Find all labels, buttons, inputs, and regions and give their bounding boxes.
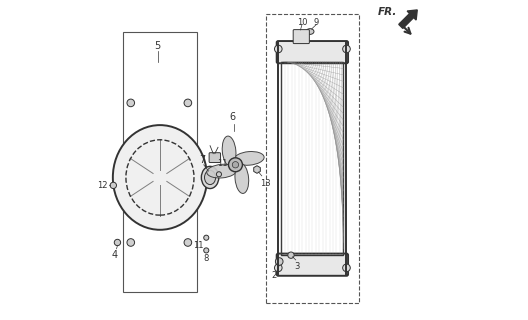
FancyBboxPatch shape — [293, 30, 309, 44]
Ellipse shape — [306, 29, 314, 34]
Circle shape — [343, 45, 350, 53]
Text: 11: 11 — [193, 241, 204, 250]
Ellipse shape — [113, 125, 207, 230]
Text: 11: 11 — [217, 159, 228, 168]
Circle shape — [232, 162, 239, 168]
Circle shape — [110, 182, 117, 188]
Text: 7: 7 — [199, 155, 205, 165]
Ellipse shape — [235, 164, 249, 193]
Circle shape — [275, 45, 282, 53]
Circle shape — [127, 239, 135, 246]
Ellipse shape — [222, 136, 236, 166]
Ellipse shape — [201, 166, 219, 188]
Text: 5: 5 — [155, 41, 161, 51]
Text: 2: 2 — [272, 271, 277, 280]
Text: 9: 9 — [314, 18, 319, 27]
Text: 4: 4 — [111, 251, 117, 260]
Text: 10: 10 — [297, 18, 308, 27]
FancyArrow shape — [399, 10, 417, 28]
Circle shape — [229, 158, 242, 172]
Circle shape — [275, 264, 282, 272]
Ellipse shape — [204, 170, 215, 185]
Text: 8: 8 — [204, 253, 209, 263]
FancyBboxPatch shape — [209, 153, 221, 163]
Circle shape — [127, 99, 135, 107]
FancyBboxPatch shape — [277, 253, 348, 276]
Ellipse shape — [207, 164, 237, 178]
Text: 3: 3 — [294, 261, 299, 270]
Circle shape — [204, 235, 209, 240]
Circle shape — [288, 252, 294, 258]
Circle shape — [216, 172, 221, 177]
Text: 13: 13 — [260, 179, 271, 188]
Bar — [281, 62, 343, 255]
Text: 6: 6 — [229, 112, 235, 122]
Circle shape — [343, 264, 350, 272]
Circle shape — [184, 239, 192, 246]
FancyBboxPatch shape — [277, 41, 348, 63]
Text: FR.: FR. — [378, 7, 398, 18]
Circle shape — [114, 239, 120, 246]
Bar — [266, 14, 359, 303]
Circle shape — [229, 158, 242, 172]
Circle shape — [184, 99, 192, 107]
Circle shape — [276, 258, 283, 265]
Text: 12: 12 — [97, 181, 108, 190]
Ellipse shape — [234, 151, 264, 165]
Circle shape — [204, 248, 209, 253]
Bar — [123, 32, 197, 292]
